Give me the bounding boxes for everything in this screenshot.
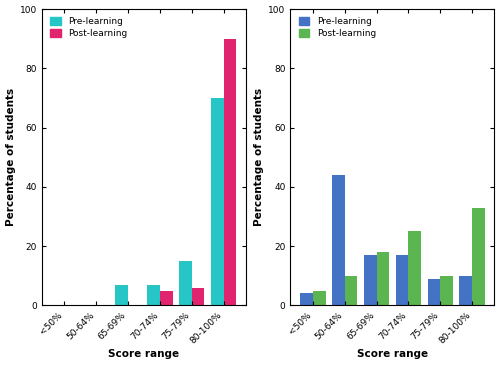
Bar bbox=[440, 276, 453, 306]
Bar bbox=[192, 288, 204, 306]
Y-axis label: Percentage of students: Percentage of students bbox=[254, 88, 264, 226]
Bar bbox=[396, 255, 408, 306]
Bar bbox=[364, 255, 376, 306]
Bar bbox=[472, 208, 485, 306]
Bar bbox=[179, 261, 192, 306]
Bar bbox=[332, 175, 344, 306]
Bar bbox=[115, 285, 128, 306]
Bar bbox=[211, 98, 224, 306]
Legend: Pre-learning, Post-learning: Pre-learning, Post-learning bbox=[46, 14, 131, 42]
Bar bbox=[408, 231, 421, 306]
Bar bbox=[376, 252, 390, 306]
Y-axis label: Percentage of students: Percentage of students bbox=[6, 88, 16, 226]
Bar bbox=[147, 285, 160, 306]
Bar bbox=[460, 276, 472, 306]
Bar bbox=[160, 291, 172, 306]
Text: B: B bbox=[298, 15, 310, 30]
Bar bbox=[313, 291, 326, 306]
Text: A: A bbox=[50, 15, 62, 30]
Legend: Pre-learning, Post-learning: Pre-learning, Post-learning bbox=[295, 14, 380, 42]
Bar bbox=[428, 278, 440, 306]
X-axis label: Score range: Score range bbox=[108, 349, 180, 360]
X-axis label: Score range: Score range bbox=[357, 349, 428, 360]
Bar bbox=[224, 39, 236, 306]
Bar bbox=[344, 276, 358, 306]
Bar bbox=[300, 293, 313, 306]
